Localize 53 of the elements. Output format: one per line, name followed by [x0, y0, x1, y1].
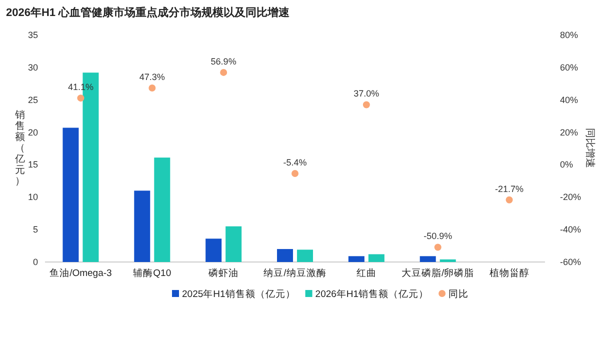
y2-tick-label: 40% — [560, 94, 578, 105]
y-tick-label: 15 — [28, 160, 38, 170]
y-tick-label: 30 — [28, 62, 38, 72]
y-tick-label: 0 — [32, 257, 38, 267]
bar — [226, 226, 242, 262]
point — [506, 196, 513, 204]
chart-title: 2026年H1 心血管健康市场重点成分市场规模以及同比增速 — [6, 6, 291, 19]
y-axis-title: 销售额（亿元） — [14, 110, 25, 187]
y2-tick-label: 20% — [560, 127, 578, 138]
data-label: -5.4% — [283, 157, 307, 168]
point — [434, 244, 442, 251]
y2-tick-label: -40% — [560, 224, 582, 235]
bar — [134, 190, 150, 262]
x-tick-label: 大豆磷脂/卵磷脂 — [402, 267, 474, 279]
y2-tick-label: -20% — [560, 192, 582, 202]
data-label: 47.3% — [139, 72, 165, 82]
x-tick-label: 红曲 — [356, 267, 376, 279]
point — [148, 84, 156, 92]
y2-tick-label: 0% — [560, 160, 574, 170]
legend-label: 2025年H1销售额（亿元） — [182, 288, 296, 300]
y-tick-label: 20 — [28, 127, 38, 138]
y-tick-label: 5 — [32, 224, 38, 235]
data-label: 56.9% — [210, 56, 236, 66]
point — [362, 101, 370, 108]
y-tick-label: 10 — [28, 192, 38, 202]
point — [292, 170, 298, 177]
bar — [420, 256, 436, 262]
bar — [368, 254, 384, 262]
bar — [440, 259, 456, 262]
y-tick-label: 35 — [28, 30, 38, 40]
data-label: 37.0% — [354, 88, 380, 99]
bar — [348, 256, 364, 262]
bar — [277, 249, 293, 262]
x-tick-label: 植物甾醇 — [489, 267, 530, 279]
data-label: -21.7% — [495, 184, 524, 194]
x-tick-label: 辅酶Q10 — [133, 267, 172, 279]
legend-label: 同比 — [448, 288, 469, 300]
bar — [62, 128, 79, 262]
bar — [154, 158, 170, 262]
point — [220, 68, 228, 76]
x-tick-label: 纳豆/纳豆激酶 — [264, 267, 326, 279]
data-label: -50.9% — [424, 231, 452, 242]
point — [77, 94, 84, 102]
x-tick-label: 鱼油/Omega-3 — [50, 267, 112, 279]
x-tick-label: 磷虾油 — [208, 267, 239, 279]
legend-label: 2026年H1销售额（亿元） — [315, 288, 429, 300]
y-tick-label: 25 — [28, 94, 38, 105]
y2-axis-title: 同比增速 — [584, 128, 596, 168]
bar — [206, 238, 222, 262]
bar — [297, 250, 313, 262]
y2-tick-label: -60% — [560, 257, 582, 267]
y2-tick-label: 80% — [560, 30, 578, 40]
y2-tick-label: 60% — [560, 62, 578, 72]
